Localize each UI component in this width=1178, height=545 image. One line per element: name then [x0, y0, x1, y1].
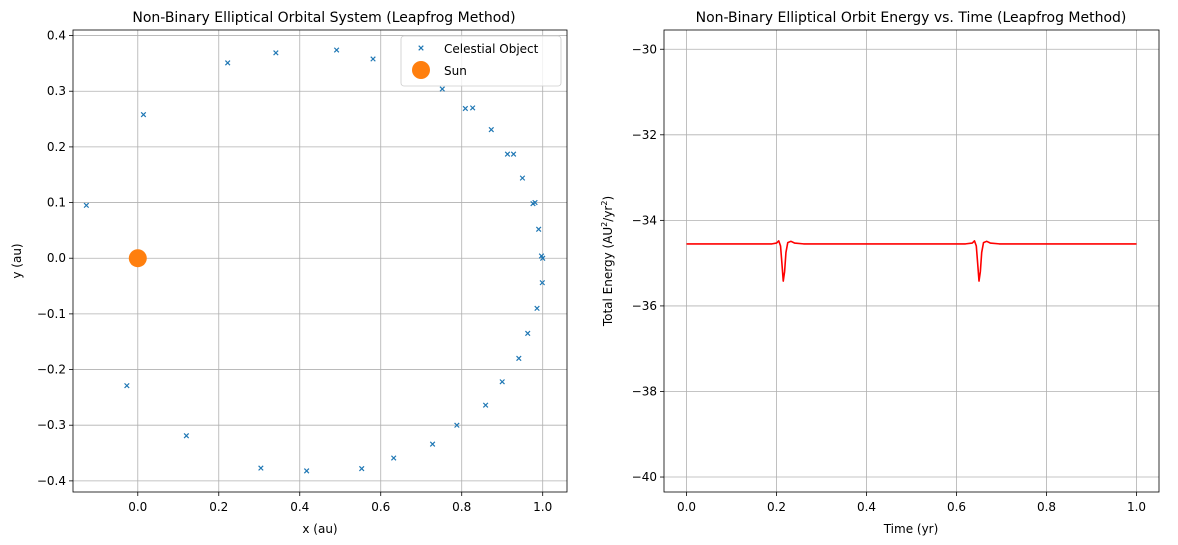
energy-plot-frame	[663, 29, 1160, 493]
orbit-plot-title: Non-Binary Elliptical Orbital System (Le…	[132, 10, 515, 26]
celestial-object-point	[510, 151, 517, 157]
orbit-plot-ytick-label: 0.3	[47, 84, 66, 98]
legend-label-sun: Sun	[444, 64, 467, 78]
orbit-plot-xtick-label: 0.4	[290, 500, 309, 514]
energy-plot-title: Non-Binary Elliptical Orbit Energy vs. T…	[696, 10, 1127, 26]
energy-plot-xtick-label: 0.2	[767, 500, 786, 514]
energy-plot-xtick-label: 1.0	[1127, 500, 1146, 514]
celestial-object-point	[539, 255, 546, 261]
orbit-plot-xtick-label: 0.0	[128, 500, 147, 514]
orbit-plot-y-axis: 0.4 0.3 0.2 0.1 0.0 −0.1 −0.2 −0.3 −0.4	[37, 29, 73, 488]
celestial-object-point	[183, 433, 190, 439]
celestial-object-point	[524, 330, 531, 337]
orbit-plot-ytick-label: 0.4	[47, 29, 66, 43]
energy-plot-xtick-label: 0.8	[1037, 500, 1056, 514]
orbit-plot-ytick-label: −0.2	[37, 363, 66, 377]
orbit-plot-x-axis: 0.0 0.2 0.4 0.6 0.8 1.0	[128, 492, 552, 514]
celestial-object-point	[516, 355, 522, 362]
energy-plot-xtick-label: 0.0	[677, 500, 696, 514]
celestial-object-point	[519, 175, 526, 181]
energy-plot-ytick-label: −40	[632, 470, 657, 484]
orbit-plot-xlabel: x (au)	[302, 522, 337, 536]
celestial-object-point	[482, 402, 489, 408]
energy-plot-xtick-label: 0.6	[947, 500, 966, 514]
legend-box	[400, 35, 562, 87]
orbit-plot-ytick-label: −0.4	[37, 474, 66, 488]
celestial-object-point	[532, 199, 538, 206]
celestial-object-point	[358, 465, 365, 472]
celestial-object-point	[273, 50, 279, 56]
celestial-object-point	[429, 441, 436, 447]
energy-plot-ylabel: Total Energy (AU2/yr2)	[600, 196, 615, 327]
orbit-plot-grid	[73, 30, 567, 492]
celestial-object-point	[83, 202, 90, 209]
celestial-object-point	[539, 279, 546, 286]
energy-plot-grid	[664, 30, 1159, 492]
energy-plot-x-axis: 0.0 0.2 0.4 0.6 0.8 1.0	[677, 492, 1146, 514]
orbit-plot-xtick-label: 0.6	[371, 500, 390, 514]
celestial-object-point	[224, 60, 231, 66]
orbit-plot-ytick-label: 0.0	[47, 251, 66, 265]
orbit-plot-xtick-label: 0.2	[209, 500, 228, 514]
celestial-object-point	[504, 151, 511, 157]
orbit-plot-legend: Celestial Object Sun	[400, 35, 562, 87]
legend-marker-celestial-object	[418, 45, 424, 51]
celestial-object-point	[488, 126, 495, 133]
energy-plot-ytick-label: −30	[632, 42, 657, 56]
energy-plot-ytick-label: −38	[632, 384, 657, 398]
energy-plot: Non-Binary Elliptical Orbit Energy vs. T…	[600, 10, 1160, 536]
celestial-object-point	[124, 382, 130, 389]
orbit-plot: Non-Binary Elliptical Orbital System (Le…	[10, 10, 568, 536]
celestial-object-point	[439, 86, 446, 92]
celestial-object-point	[454, 422, 460, 428]
celestial-object-point	[535, 226, 542, 232]
celestial-object-point	[303, 468, 310, 474]
energy-plot-xtick-label: 0.4	[857, 500, 876, 514]
orbit-plot-xtick-label: 1.0	[533, 500, 552, 514]
celestial-object-point	[499, 379, 505, 385]
orbit-plot-xtick-label: 0.8	[452, 500, 471, 514]
energy-plot-marks	[686, 240, 1137, 282]
orbit-plot-ytick-label: 0.1	[47, 196, 66, 210]
energy-plot-ytick-label: −32	[632, 128, 657, 142]
energy-plot-ytick-label: −36	[632, 299, 657, 313]
celestial-object-point	[140, 111, 147, 118]
legend-marker-sun	[412, 61, 430, 79]
orbit-plot-ytick-label: −0.3	[37, 418, 66, 432]
celestial-object-point	[462, 105, 469, 112]
energy-plot-y-axis: −30 −32 −34 −36 −38 −40	[632, 42, 664, 484]
sun-point	[128, 249, 147, 268]
celestial-object-point	[534, 305, 540, 312]
orbit-plot-frame	[72, 29, 568, 493]
orbit-plot-marks	[83, 47, 546, 474]
celestial-object-point	[370, 56, 376, 62]
celestial-object-point	[258, 465, 264, 471]
orbit-plot-ytick-label: −0.1	[37, 307, 66, 321]
legend-label-celestial-object: Celestial Object	[444, 42, 539, 56]
energy-line	[686, 240, 1137, 282]
energy-plot-xlabel: Time (yr)	[883, 522, 939, 536]
celestial-object-point	[469, 105, 476, 111]
legend-marker-x	[418, 45, 424, 51]
celestial-object-point	[390, 455, 397, 461]
celestial-object-point	[333, 47, 340, 53]
orbit-plot-ytick-label: 0.2	[47, 140, 66, 154]
energy-plot-ytick-label: −34	[632, 213, 657, 227]
orbit-plot-ylabel: y (au)	[10, 243, 24, 278]
